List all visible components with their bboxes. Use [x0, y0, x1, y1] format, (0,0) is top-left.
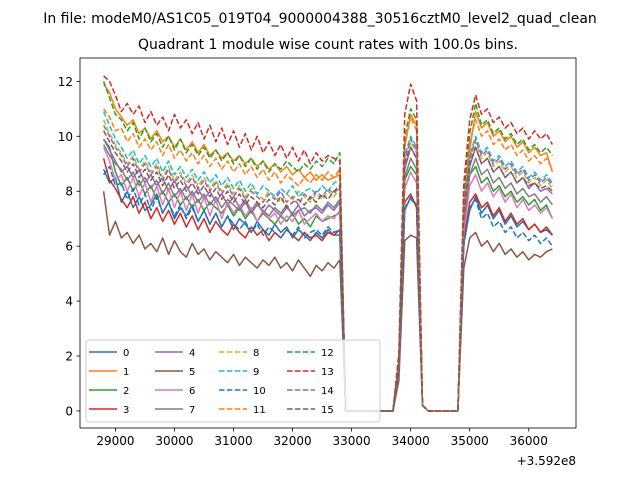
y-tick-label: 10 [58, 130, 73, 144]
figure-suptitle: In file: modeM0/AS1C05_019T04_9000004388… [43, 11, 597, 27]
x-tick-label: 31000 [214, 434, 252, 448]
legend-label: 11 [253, 405, 266, 416]
series-line-0 [102, 168, 553, 412]
x-tick-label: 29000 [96, 434, 134, 448]
x-tick-label: 36000 [510, 434, 548, 448]
series-line-14 [102, 124, 553, 412]
legend-label: 12 [321, 348, 334, 359]
y-tick-label: 8 [65, 185, 73, 199]
x-tick-label: 35000 [451, 434, 489, 448]
legend-label: 14 [321, 386, 334, 397]
series-line-13 [103, 75, 554, 412]
legend-label: 0 [123, 348, 129, 359]
series-line-9 [102, 111, 553, 412]
legend-label: 8 [253, 348, 259, 359]
series-line-6 [102, 146, 554, 412]
plot-frame [79, 57, 577, 429]
y-tick-label: 0 [65, 404, 73, 418]
series-line-3 [102, 158, 553, 412]
series-line-2 [103, 138, 554, 412]
legend-label: 9 [253, 367, 259, 378]
series-line-11 [103, 108, 554, 412]
x-tick-label: 33000 [333, 434, 371, 448]
series-line-12 [102, 81, 553, 412]
legend-label: 6 [189, 386, 195, 397]
legend-label: 3 [123, 405, 129, 416]
series-line-15 [102, 130, 553, 412]
legend-label: 1 [123, 367, 129, 378]
y-tick-label: 2 [65, 350, 73, 364]
legend-label: 15 [321, 405, 334, 416]
series-line-10 [103, 165, 553, 412]
legend-label: 7 [189, 405, 195, 416]
y-axis: 0 2 4 6 8 10 12 [58, 75, 80, 418]
x-tick-label: 30000 [155, 434, 193, 448]
legend-frame [85, 339, 381, 423]
x-axis-offset-text: +3.592e8 [517, 454, 576, 468]
legend-label: 2 [123, 386, 129, 397]
series-layer [102, 75, 554, 412]
chart-title: Quadrant 1 module wise count rates with … [138, 37, 518, 53]
series-line-4 [102, 138, 553, 412]
legend-label: 10 [253, 386, 266, 397]
y-tick-label: 6 [65, 240, 73, 254]
legend-label: 4 [189, 348, 195, 359]
legend-label: 13 [321, 367, 334, 378]
x-tick-label: 32000 [273, 434, 311, 448]
x-tick-label: 34000 [392, 434, 430, 448]
x-axis: 29000 30000 31000 32000 33000 34000 35000 36000 [96, 428, 548, 448]
series-line-5 [102, 191, 553, 412]
legend-label: 5 [189, 367, 195, 378]
y-tick-label: 4 [65, 295, 73, 309]
series-line-7 [102, 144, 553, 412]
y-tick-label: 12 [58, 75, 73, 89]
